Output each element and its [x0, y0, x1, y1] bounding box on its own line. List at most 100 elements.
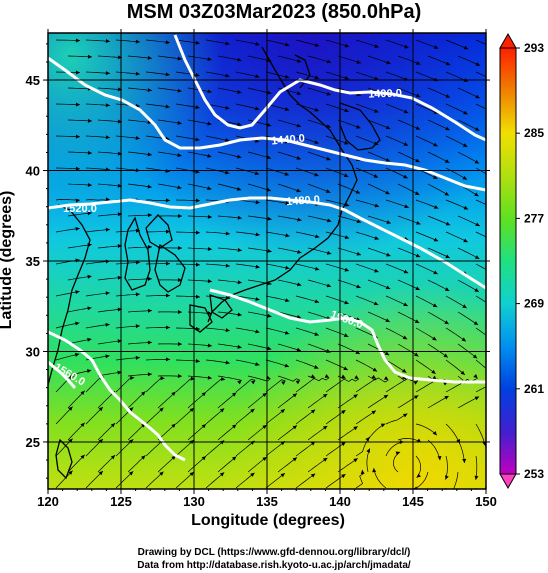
streamline-arrow — [416, 61, 421, 65]
streamline — [187, 151, 212, 158]
streamline — [157, 455, 176, 473]
streamline — [145, 199, 170, 201]
streamline-arrow — [297, 217, 302, 222]
streamline — [295, 473, 316, 489]
streamline-arrow — [225, 360, 230, 365]
streamline-arrow — [383, 394, 389, 399]
streamline-arrow — [463, 238, 468, 243]
contour-line-1560 — [209, 288, 486, 384]
streamline-arrow — [80, 390, 85, 396]
streamline — [235, 472, 255, 489]
streamline — [337, 426, 358, 441]
streamline-arrow — [373, 301, 379, 306]
streamline — [277, 457, 298, 473]
streamline-arrow — [147, 213, 152, 218]
streamline-arrow — [374, 268, 379, 273]
credit-drawing: Drawing by DCL (https://www.gfd-dennou.o… — [137, 547, 411, 558]
map-title: MSM 03Z03Mar2023 (850.0hPa) — [126, 1, 422, 23]
streamline — [97, 340, 122, 345]
streamline — [295, 441, 316, 457]
streamline-arrow — [415, 286, 420, 290]
streamline-arrow — [225, 73, 230, 78]
streamline-arrow — [68, 406, 73, 411]
streamline — [175, 103, 200, 109]
streamline-arrow — [75, 166, 80, 171]
streamline — [457, 375, 478, 383]
streamline-arrow — [201, 424, 207, 429]
streamline-arrow — [475, 62, 481, 66]
streamline — [115, 103, 140, 107]
streamline-arrow — [117, 151, 122, 156]
streamline-arrow — [236, 154, 242, 159]
streamline-arrow — [177, 56, 182, 61]
streamline-arrow — [372, 468, 377, 473]
streamline — [445, 327, 467, 342]
streamline — [175, 39, 200, 44]
streamline-arrow — [69, 375, 74, 380]
x-tick-label: 145 — [402, 494, 424, 509]
streamline-arrow — [402, 413, 408, 418]
streamline-arrow — [117, 275, 122, 280]
streamline — [427, 311, 449, 325]
streamline-arrow — [105, 354, 110, 359]
colorbar: 253 261 269 277 285 293 — [499, 32, 544, 490]
streamline-arrow — [75, 70, 80, 75]
streamline — [97, 308, 122, 313]
streamline-arrow — [207, 247, 212, 251]
streamline-arrow — [374, 44, 379, 48]
streamline-arrow — [474, 396, 480, 401]
streamline-arrow — [75, 102, 80, 107]
streamline-arrow — [177, 214, 182, 219]
streamline-arrow — [444, 287, 450, 291]
streamline — [265, 408, 286, 425]
streamline-arrow — [285, 265, 290, 270]
streamline-arrow — [110, 423, 116, 428]
streamline-arrow — [165, 104, 170, 109]
streamline-arrow — [493, 46, 497, 50]
streamline-arrow — [404, 204, 409, 209]
streamline-arrow — [385, 157, 391, 162]
streamline-arrow — [177, 120, 182, 125]
streamline-arrow — [117, 370, 122, 375]
streamline — [277, 55, 302, 63]
streamline-arrow — [292, 457, 298, 462]
x-tick-label: 130 — [183, 494, 205, 509]
streamline-arrow — [237, 89, 242, 94]
streamline-arrow — [135, 355, 140, 360]
streamline — [157, 391, 176, 409]
streamline-arrow — [310, 441, 316, 446]
streamline-arrow — [255, 232, 260, 237]
x-tick-label: 150 — [475, 494, 497, 509]
streamline-arrow — [344, 75, 349, 80]
streamline — [415, 199, 439, 209]
streamline — [367, 279, 391, 290]
streamline-arrow — [296, 123, 302, 128]
streamline-arrow — [147, 340, 152, 345]
streamline — [187, 343, 212, 347]
streamline-arrow — [433, 270, 438, 275]
streamline — [235, 408, 255, 425]
streamline — [355, 71, 379, 81]
colorbar-min-arrow — [499, 473, 517, 490]
streamline-arrow — [207, 57, 212, 62]
streamline-arrow — [255, 41, 260, 46]
contour-label: 1440.0 — [271, 133, 306, 148]
streamline — [115, 325, 140, 329]
streamline — [157, 183, 182, 189]
streamline-arrow — [403, 142, 409, 146]
colorbar-tick-label: 285 — [524, 126, 544, 140]
streamline-arrow — [325, 189, 331, 193]
streamline-arrow — [160, 376, 165, 381]
streamline-arrow — [433, 45, 439, 49]
streamline-arrow — [285, 233, 290, 238]
streamline-arrow — [445, 221, 451, 226]
streamline-arrow — [445, 254, 450, 259]
streamline-arrow — [147, 308, 152, 313]
streamline-arrow — [225, 328, 230, 333]
streamline-arrow — [310, 409, 316, 414]
streamline — [55, 291, 80, 297]
streamline-arrow — [75, 321, 80, 326]
streamline-arrow — [463, 45, 469, 50]
streamline-arrow — [445, 94, 451, 98]
